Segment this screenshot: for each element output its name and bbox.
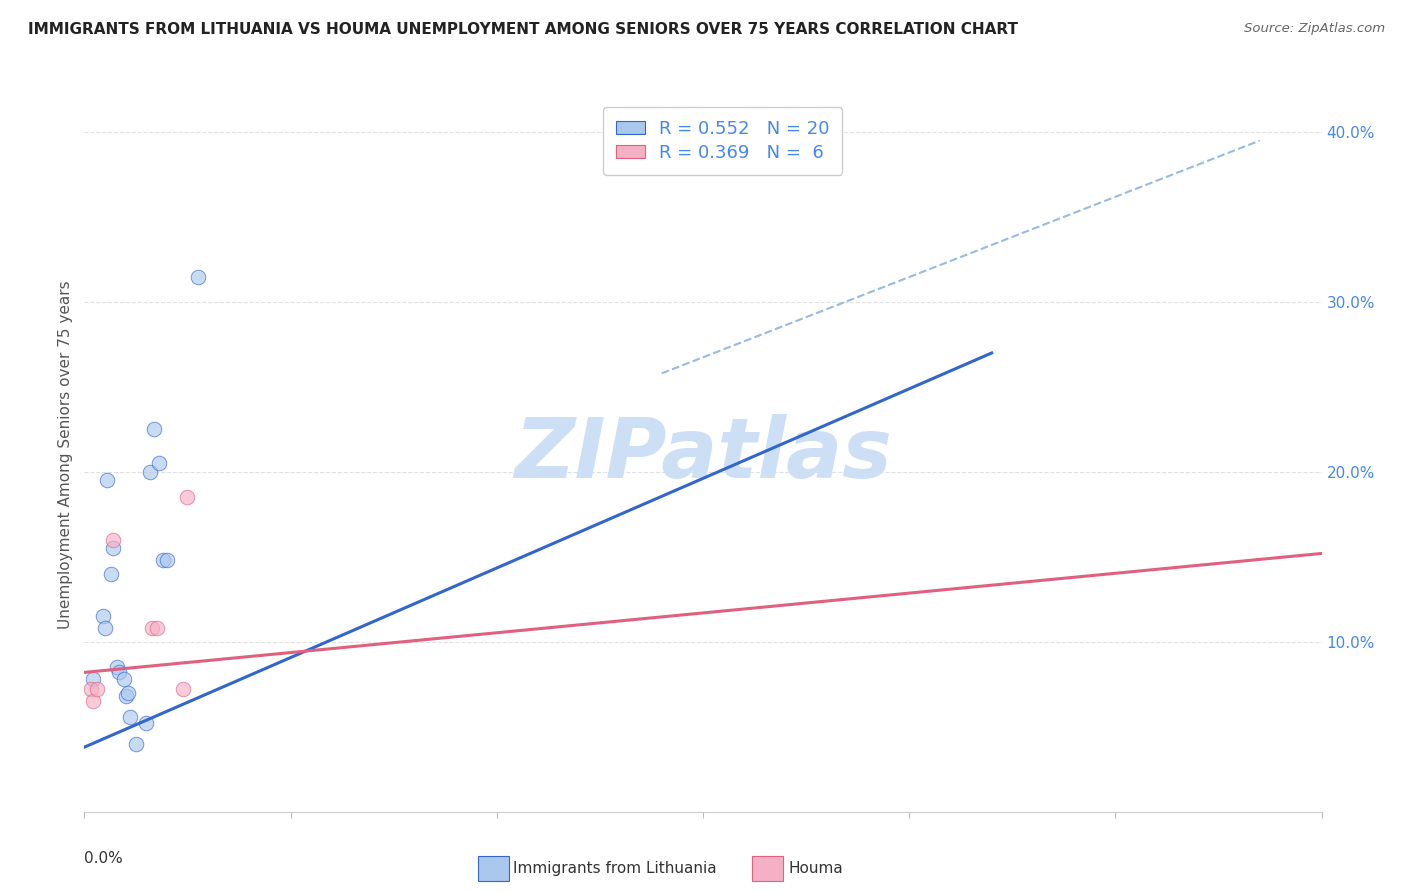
Point <box>143 422 166 436</box>
Point <box>135 716 157 731</box>
Point <box>103 541 125 556</box>
Point <box>105 660 128 674</box>
Point <box>82 694 104 708</box>
Point <box>156 553 179 567</box>
Point <box>86 682 108 697</box>
Point <box>114 689 136 703</box>
Point <box>103 533 125 547</box>
Y-axis label: Unemployment Among Seniors over 75 years: Unemployment Among Seniors over 75 years <box>58 281 73 629</box>
Point <box>100 566 122 581</box>
Text: Houma: Houma <box>789 862 844 876</box>
Point <box>141 621 163 635</box>
Point <box>96 474 118 488</box>
Point <box>117 686 139 700</box>
Point <box>108 665 131 680</box>
Text: ZIPatlas: ZIPatlas <box>515 415 891 495</box>
Point <box>145 621 167 635</box>
Point <box>148 457 170 471</box>
Point <box>118 709 141 723</box>
Point <box>139 465 162 479</box>
Text: Immigrants from Lithuania: Immigrants from Lithuania <box>513 862 717 876</box>
Text: IMMIGRANTS FROM LITHUANIA VS HOUMA UNEMPLOYMENT AMONG SENIORS OVER 75 YEARS CORR: IMMIGRANTS FROM LITHUANIA VS HOUMA UNEMP… <box>28 22 1018 37</box>
Point <box>125 737 148 751</box>
Point <box>187 269 209 284</box>
Text: 0.0%: 0.0% <box>84 851 124 866</box>
Point <box>94 621 117 635</box>
Point <box>79 682 101 697</box>
Point <box>91 609 114 624</box>
Point <box>172 682 194 697</box>
Point <box>176 491 198 505</box>
Point <box>82 672 104 686</box>
Text: Source: ZipAtlas.com: Source: ZipAtlas.com <box>1244 22 1385 36</box>
Legend: R = 0.552   N = 20, R = 0.369   N =  6: R = 0.552 N = 20, R = 0.369 N = 6 <box>603 107 842 175</box>
Point <box>112 672 135 686</box>
Point <box>152 553 174 567</box>
